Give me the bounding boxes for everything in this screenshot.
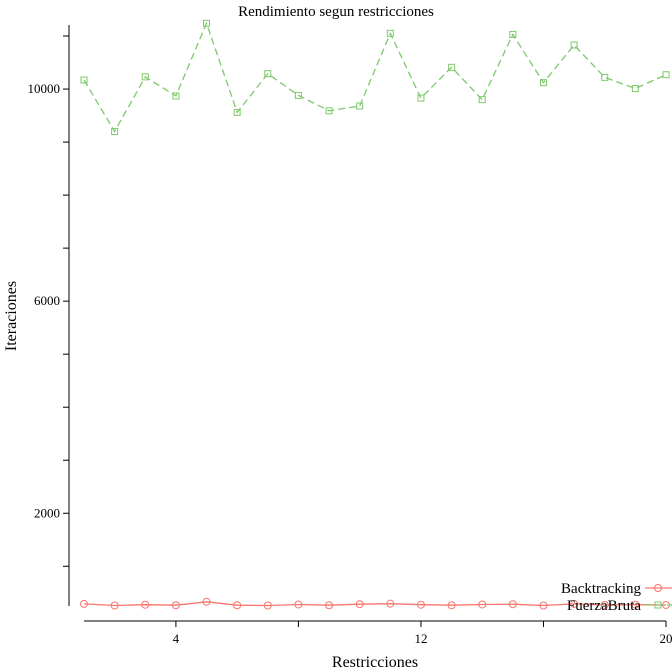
data-point-fuerzabruta <box>325 107 333 115</box>
x-tick-label: 4 <box>173 631 180 646</box>
series-line-backtracking <box>83 601 667 607</box>
data-point-backtracking <box>263 601 272 610</box>
data-point-fuerzabruta <box>386 29 394 37</box>
data-point-fuerzabruta <box>233 108 241 116</box>
y-axis: 2000 6000 10000 <box>28 25 70 606</box>
data-point-fuerzabruta <box>264 70 272 78</box>
legend-label-backtracking: Backtracking <box>561 581 641 597</box>
data-point-backtracking <box>539 601 548 610</box>
x-tick-label: 12 <box>414 631 427 646</box>
y-axis-label: Iteraciones <box>3 281 20 351</box>
data-point-backtracking <box>141 600 150 609</box>
data-point-backtracking <box>325 601 334 610</box>
data-point-fuerzabruta <box>111 127 119 135</box>
data-point-backtracking <box>202 597 211 606</box>
legend-item-backtracking: Backtracking <box>561 581 672 597</box>
legend-marker-fuerzabruta <box>654 601 662 609</box>
data-point-fuerzabruta <box>172 92 180 100</box>
series-fuerzabruta <box>80 19 670 135</box>
data-point-fuerzabruta <box>417 94 425 102</box>
data-point-backtracking <box>631 600 640 609</box>
chart-title: Rendimiento segun restricciones <box>238 4 434 20</box>
data-point-fuerzabruta <box>478 96 486 104</box>
data-point-fuerzabruta <box>601 73 609 81</box>
data-point-backtracking <box>80 599 88 608</box>
x-tick-label: 20 <box>660 631 672 646</box>
data-point-fuerzabruta <box>141 73 149 81</box>
data-point-backtracking <box>447 601 456 610</box>
data-point-backtracking <box>171 601 180 610</box>
legend-marker-backtracking <box>654 584 662 592</box>
x-axis: 4 12 20 <box>84 620 672 646</box>
data-point-backtracking <box>570 599 579 608</box>
legend-item-fuerzabruta: FuerzaBruta <box>567 598 672 614</box>
data-point-backtracking <box>110 601 119 610</box>
x-ticks: 4 12 20 <box>173 621 672 646</box>
data-point-fuerzabruta <box>80 76 88 84</box>
data-point-backtracking <box>233 601 242 610</box>
data-point-fuerzabruta <box>631 85 639 93</box>
data-point-backtracking <box>600 600 609 609</box>
data-point-backtracking <box>355 600 364 609</box>
data-point-backtracking <box>416 600 425 609</box>
y-tick-label: 6000 <box>34 293 60 308</box>
data-point-backtracking <box>386 599 395 608</box>
data-point-backtracking <box>294 600 303 609</box>
data-point-backtracking <box>508 600 517 609</box>
data-point-backtracking <box>478 600 487 609</box>
series-line-fuerzabruta <box>83 21 667 133</box>
y-tick-label: 10000 <box>28 81 61 96</box>
y-tick-label: 2000 <box>34 505 60 520</box>
data-point-fuerzabruta <box>539 79 547 87</box>
data-point-fuerzabruta <box>203 19 211 27</box>
y-ticks: 2000 6000 10000 <box>28 35 69 567</box>
data-point-fuerzabruta <box>294 91 302 99</box>
legend-label-fuerzabruta: FuerzaBruta <box>567 598 641 614</box>
data-point-fuerzabruta <box>570 41 578 49</box>
data-point-fuerzabruta <box>356 102 364 110</box>
series-layer <box>80 19 670 610</box>
x-axis-label: Restricciones <box>332 654 418 671</box>
data-point-fuerzabruta <box>662 71 670 79</box>
data-point-fuerzabruta <box>448 63 456 71</box>
data-point-fuerzabruta <box>509 30 517 38</box>
